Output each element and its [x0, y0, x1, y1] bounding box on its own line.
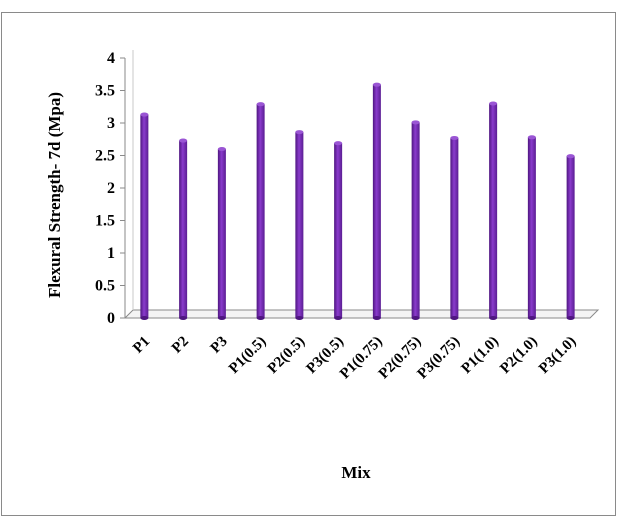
- bar: [217, 149, 226, 318]
- y-tick-label: 2: [107, 180, 115, 197]
- bar-base: [140, 316, 149, 320]
- bar-base: [566, 316, 575, 320]
- bar-top: [489, 101, 498, 106]
- bar: [566, 156, 575, 318]
- bar-base: [450, 316, 459, 320]
- y-tick-label: 3.5: [95, 83, 115, 100]
- bar-top: [411, 120, 420, 125]
- x-tick-label: P1(1.0): [459, 334, 502, 377]
- x-tick-label: P1(0.5): [226, 334, 269, 377]
- y-tick-label: 3: [107, 115, 115, 132]
- y-tick-label: 0.5: [95, 278, 115, 295]
- y-tick-label: 0: [107, 310, 115, 327]
- bar-top: [217, 147, 226, 151]
- x-axis-title: Mix: [341, 463, 371, 482]
- y-tick-label: 2.5: [95, 148, 115, 165]
- bar-P2(1.0): [527, 135, 536, 320]
- bar-P3(1.0): [566, 154, 575, 320]
- bar-base: [334, 316, 343, 320]
- bar-top: [450, 135, 459, 140]
- bar-top: [527, 135, 536, 140]
- bar-P2(0.75): [411, 120, 420, 320]
- chart-floor: [123, 309, 600, 319]
- y-axis-title: Flexural Strength- 7d (Mpa): [45, 92, 64, 298]
- bar-P3(0.75): [450, 135, 459, 320]
- bar-P2(0.5): [295, 130, 304, 320]
- x-tick-label: P2(1.0): [497, 334, 540, 377]
- chart-frame: [1, 12, 616, 516]
- bar-P1(0.5): [256, 102, 265, 320]
- y-tick-label: 1: [107, 245, 115, 262]
- bar-P1(0.75): [372, 82, 381, 320]
- x-tick-label: P1: [130, 334, 153, 357]
- bar-base: [489, 316, 498, 320]
- x-tick-label: P3(1.0): [536, 334, 579, 377]
- x-tick-label: P2(0.5): [265, 334, 308, 377]
- bar-top: [256, 102, 265, 107]
- y-tick-label: 4: [107, 50, 115, 67]
- bar-base: [295, 316, 304, 320]
- x-tick-label: P3(0.75): [414, 334, 463, 383]
- bar: [256, 104, 265, 319]
- axes-group: [120, 50, 600, 319]
- x-tick-label: P2: [169, 334, 192, 357]
- bar: [450, 137, 459, 318]
- y-tick-label: 1.5: [95, 213, 115, 230]
- bars-group: [140, 82, 575, 320]
- x-tick-label: P3: [208, 334, 231, 357]
- bar-top: [295, 130, 304, 135]
- bar-base: [411, 316, 420, 320]
- bar-P1: [140, 112, 149, 320]
- bar: [140, 114, 149, 318]
- bar-base: [179, 316, 188, 320]
- bar: [527, 137, 536, 318]
- bar-P1(1.0): [489, 101, 498, 320]
- bar-base: [372, 316, 381, 320]
- bar-base: [217, 316, 226, 320]
- bar: [179, 140, 188, 318]
- bar: [411, 122, 420, 318]
- bar-top: [372, 82, 381, 87]
- bar-P2: [179, 138, 188, 320]
- bar: [489, 103, 498, 318]
- bar: [295, 132, 304, 318]
- bar-P3(0.5): [334, 141, 343, 320]
- bar-top: [334, 141, 343, 146]
- bar: [372, 84, 381, 319]
- bar-P3: [217, 147, 226, 320]
- bar-top: [179, 138, 188, 143]
- bar-top: [140, 112, 149, 117]
- bar: [334, 143, 343, 318]
- bar-base: [527, 316, 536, 320]
- bar-top: [566, 154, 575, 159]
- bar-base: [256, 316, 265, 320]
